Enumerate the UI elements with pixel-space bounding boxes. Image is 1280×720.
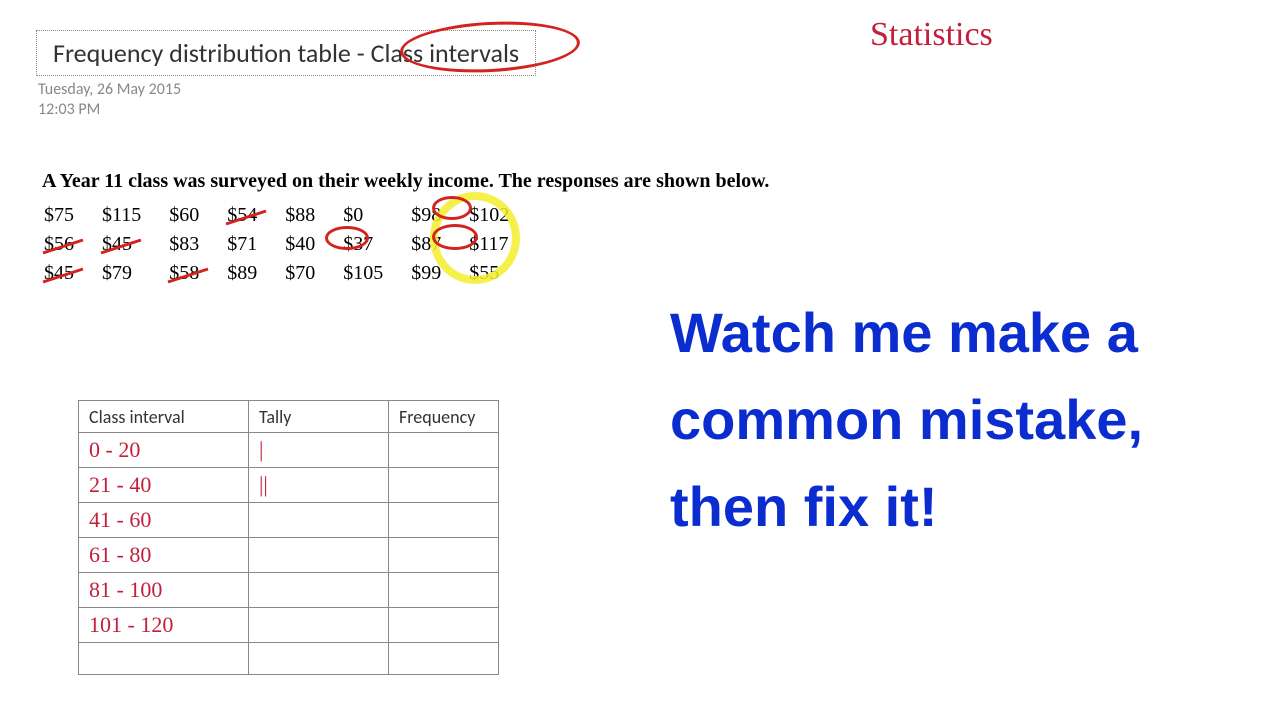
data-cell: $79 bbox=[102, 260, 167, 287]
frequency-table: Class interval Tally Frequency 0 - 20|21… bbox=[78, 400, 499, 675]
survey-data-grid: $75$115$60$54$88$0$98$102$56$45$83$71$40… bbox=[42, 200, 537, 289]
data-cell: $58 bbox=[169, 260, 225, 287]
data-cell: $45 bbox=[102, 231, 167, 258]
title-annotation-circle bbox=[399, 17, 581, 76]
data-cell: $60 bbox=[169, 202, 225, 229]
frequency-cell bbox=[389, 503, 499, 538]
interval-cell: 101 - 120 bbox=[79, 608, 249, 643]
data-cell: $83 bbox=[169, 231, 225, 258]
col-header-tally: Tally bbox=[249, 401, 389, 433]
data-cell: $75 bbox=[44, 202, 100, 229]
frequency-cell bbox=[389, 643, 499, 675]
data-cell: $88 bbox=[285, 202, 341, 229]
col-header-frequency: Frequency bbox=[389, 401, 499, 433]
data-cell: $105 bbox=[343, 260, 409, 287]
data-cell: $55 bbox=[469, 260, 535, 287]
data-cell: $87 bbox=[411, 231, 467, 258]
interval-cell: 0 - 20 bbox=[79, 433, 249, 468]
data-cell: $54 bbox=[227, 202, 283, 229]
interval-cell: 61 - 80 bbox=[79, 538, 249, 573]
time-text: 12:03 PM bbox=[38, 100, 100, 119]
tally-cell: | bbox=[249, 433, 389, 468]
data-cell: $102 bbox=[469, 202, 535, 229]
col-header-interval: Class interval bbox=[79, 401, 249, 433]
interval-cell: 81 - 100 bbox=[79, 573, 249, 608]
tally-cell bbox=[249, 608, 389, 643]
data-cell: $98 bbox=[411, 202, 467, 229]
interval-cell bbox=[79, 643, 249, 675]
data-cell: $0 bbox=[343, 202, 409, 229]
interval-cell: 41 - 60 bbox=[79, 503, 249, 538]
topic-handwritten: Statistics bbox=[870, 16, 993, 54]
data-cell: $45 bbox=[44, 260, 100, 287]
data-cell: $115 bbox=[102, 202, 167, 229]
caption-text: Watch me make a common mistake, then fix… bbox=[670, 290, 1250, 550]
question-text: A Year 11 class was surveyed on their we… bbox=[42, 170, 769, 193]
data-cell: $99 bbox=[411, 260, 467, 287]
frequency-cell bbox=[389, 573, 499, 608]
frequency-cell bbox=[389, 468, 499, 503]
data-cell: $40 bbox=[285, 231, 341, 258]
tally-cell bbox=[249, 573, 389, 608]
interval-cell: 21 - 40 bbox=[79, 468, 249, 503]
tally-cell bbox=[249, 538, 389, 573]
tally-cell bbox=[249, 643, 389, 675]
date-text: Tuesday, 26 May 2015 bbox=[38, 80, 181, 99]
tally-cell bbox=[249, 503, 389, 538]
tally-cell: || bbox=[249, 468, 389, 503]
data-cell: $71 bbox=[227, 231, 283, 258]
frequency-cell bbox=[389, 538, 499, 573]
data-cell: $70 bbox=[285, 260, 341, 287]
data-cell: $117 bbox=[469, 231, 535, 258]
frequency-cell bbox=[389, 433, 499, 468]
frequency-cell bbox=[389, 608, 499, 643]
data-cell: $89 bbox=[227, 260, 283, 287]
data-cell: $37 bbox=[343, 231, 409, 258]
data-cell: $56 bbox=[44, 231, 100, 258]
